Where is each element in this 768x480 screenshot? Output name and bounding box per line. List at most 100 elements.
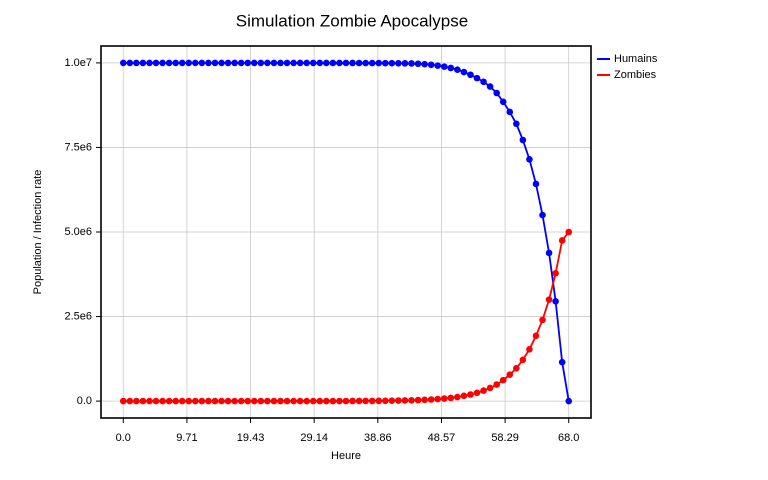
data-point — [447, 64, 455, 72]
data-point — [388, 397, 396, 404]
data-point — [447, 394, 455, 402]
chart-title: Simulation Zombie Apocalypse — [236, 11, 468, 30]
data-point — [519, 136, 527, 144]
data-point — [192, 59, 199, 67]
data-point — [172, 59, 179, 67]
data-point — [519, 356, 527, 364]
y-tick-label: 7.5e6 — [64, 141, 92, 153]
data-point — [237, 397, 245, 405]
data-point — [231, 397, 238, 405]
x-tick-label: 68.0 — [558, 432, 579, 444]
data-point — [146, 59, 153, 67]
data-point — [414, 60, 422, 68]
data-point — [552, 298, 559, 305]
data-point — [493, 89, 500, 97]
data-point — [499, 376, 507, 384]
data-point — [303, 397, 310, 405]
data-point — [388, 59, 396, 67]
data-point — [218, 397, 225, 405]
data-point — [408, 397, 415, 404]
data-point — [185, 397, 193, 405]
data-point — [467, 71, 474, 79]
data-point — [218, 59, 225, 67]
data-point — [126, 59, 134, 67]
data-point — [185, 59, 193, 67]
data-point — [362, 397, 369, 405]
data-point — [257, 59, 265, 67]
data-point — [342, 397, 350, 405]
data-point — [558, 358, 566, 366]
data-point — [513, 364, 520, 372]
data-point — [119, 397, 127, 405]
data-point — [283, 59, 291, 67]
y-axis-label: Population / Infection rate — [32, 170, 44, 295]
data-point — [454, 66, 461, 73]
data-point — [133, 59, 140, 67]
data-point — [165, 397, 173, 405]
data-point — [172, 397, 179, 405]
data-point — [526, 346, 533, 353]
data-point — [454, 393, 461, 401]
data-point — [159, 59, 166, 67]
data-point — [532, 332, 540, 340]
data-point — [309, 397, 317, 405]
data-point — [323, 59, 330, 67]
data-point — [545, 249, 553, 257]
data-point — [146, 397, 153, 405]
data-point — [198, 59, 206, 67]
data-point — [178, 59, 186, 67]
x-tick-label: 19.43 — [237, 432, 265, 444]
data-point — [192, 397, 199, 405]
data-point — [211, 397, 219, 405]
x-tick-label: 0.0 — [116, 432, 131, 444]
data-point — [296, 59, 304, 67]
data-point — [427, 396, 435, 403]
data-point — [565, 397, 573, 405]
data-point — [375, 397, 383, 405]
data-point — [159, 397, 166, 405]
x-tick-label: 29.14 — [300, 432, 328, 444]
data-point — [408, 60, 415, 67]
data-point — [237, 59, 245, 67]
plot-frame — [100, 45, 592, 419]
data-point — [250, 59, 258, 67]
data-point — [224, 59, 232, 67]
data-point — [316, 397, 324, 405]
data-point — [532, 180, 540, 188]
data-point — [270, 59, 278, 67]
data-point — [499, 98, 507, 106]
data-point — [231, 59, 238, 67]
data-point — [152, 59, 160, 67]
y-tick-label: 5.0e6 — [64, 226, 92, 238]
data-point — [539, 211, 546, 219]
x-axis-label: Heure — [331, 450, 361, 462]
data-point — [198, 397, 206, 405]
data-point — [264, 59, 271, 67]
data-point — [205, 59, 212, 67]
data-point — [329, 397, 337, 405]
data-point — [427, 61, 435, 69]
data-point — [178, 397, 186, 405]
data-point — [152, 397, 160, 405]
data-point — [290, 397, 297, 405]
data-point — [473, 74, 481, 82]
data-point — [526, 155, 533, 163]
data-point — [342, 59, 350, 67]
legend-label: Zombies — [614, 69, 657, 81]
data-point — [486, 83, 494, 90]
y-tick-label: 0.0 — [77, 395, 92, 407]
legend-label: Humains — [614, 53, 658, 65]
data-point — [513, 120, 520, 128]
data-point — [349, 59, 356, 67]
data-point — [205, 397, 212, 405]
data-point — [486, 384, 494, 392]
data-point — [375, 59, 383, 67]
data-point — [565, 228, 573, 236]
data-point — [421, 396, 428, 404]
x-tick-label: 48.57 — [428, 432, 456, 444]
data-point — [355, 397, 363, 405]
data-point — [506, 371, 514, 379]
data-point — [473, 389, 481, 397]
data-point — [434, 62, 442, 69]
